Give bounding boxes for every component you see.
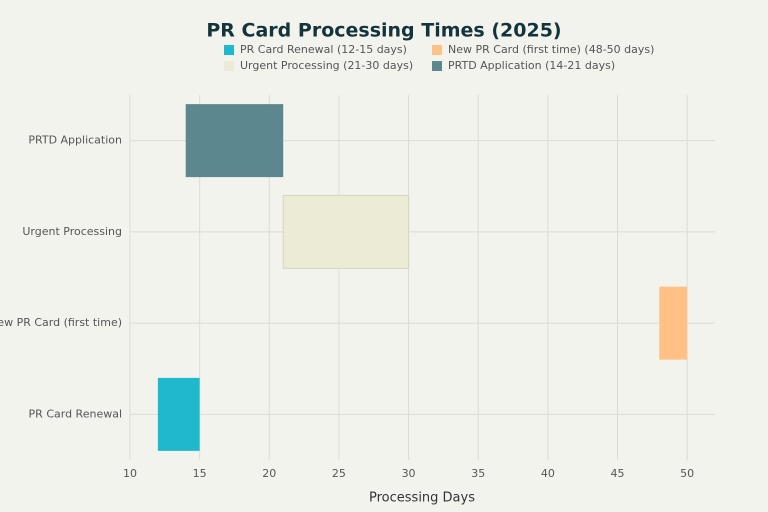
x-tick-label: 50 [680, 467, 694, 480]
legend-label: PR Card Renewal (12-15 days) [240, 43, 407, 56]
x-tick-label: 10 [123, 467, 137, 480]
legend-swatch [432, 45, 442, 55]
legend-label: Urgent Processing (21-30 days) [240, 59, 413, 72]
x-tick-label: 35 [471, 467, 485, 480]
legend-swatch [224, 61, 234, 71]
y-tick-label: Urgent Processing [22, 225, 122, 238]
y-tick-label: New PR Card (first time) [0, 316, 122, 329]
chart-title: PR Card Processing Times (2025) [206, 20, 561, 42]
x-tick-label: 15 [193, 467, 207, 480]
legend-swatch [432, 61, 442, 71]
bar [659, 286, 688, 360]
legend-label: New PR Card (first time) (48-50 days) [448, 43, 654, 56]
legend-label: PRTD Application (14-21 days) [448, 59, 615, 72]
legend-swatch [224, 45, 234, 55]
y-tick-label: PR Card Renewal [29, 407, 122, 420]
bar [185, 104, 284, 178]
x-tick-label: 25 [332, 467, 346, 480]
bar [157, 377, 200, 451]
x-tick-label: 30 [402, 467, 416, 480]
x-tick-label: 20 [262, 467, 276, 480]
x-tick-label: 40 [541, 467, 555, 480]
y-tick-label: PRTD Application [28, 134, 122, 147]
x-axis-label: Processing Days [369, 491, 475, 506]
x-tick-label: 45 [611, 467, 625, 480]
bar [282, 194, 410, 269]
